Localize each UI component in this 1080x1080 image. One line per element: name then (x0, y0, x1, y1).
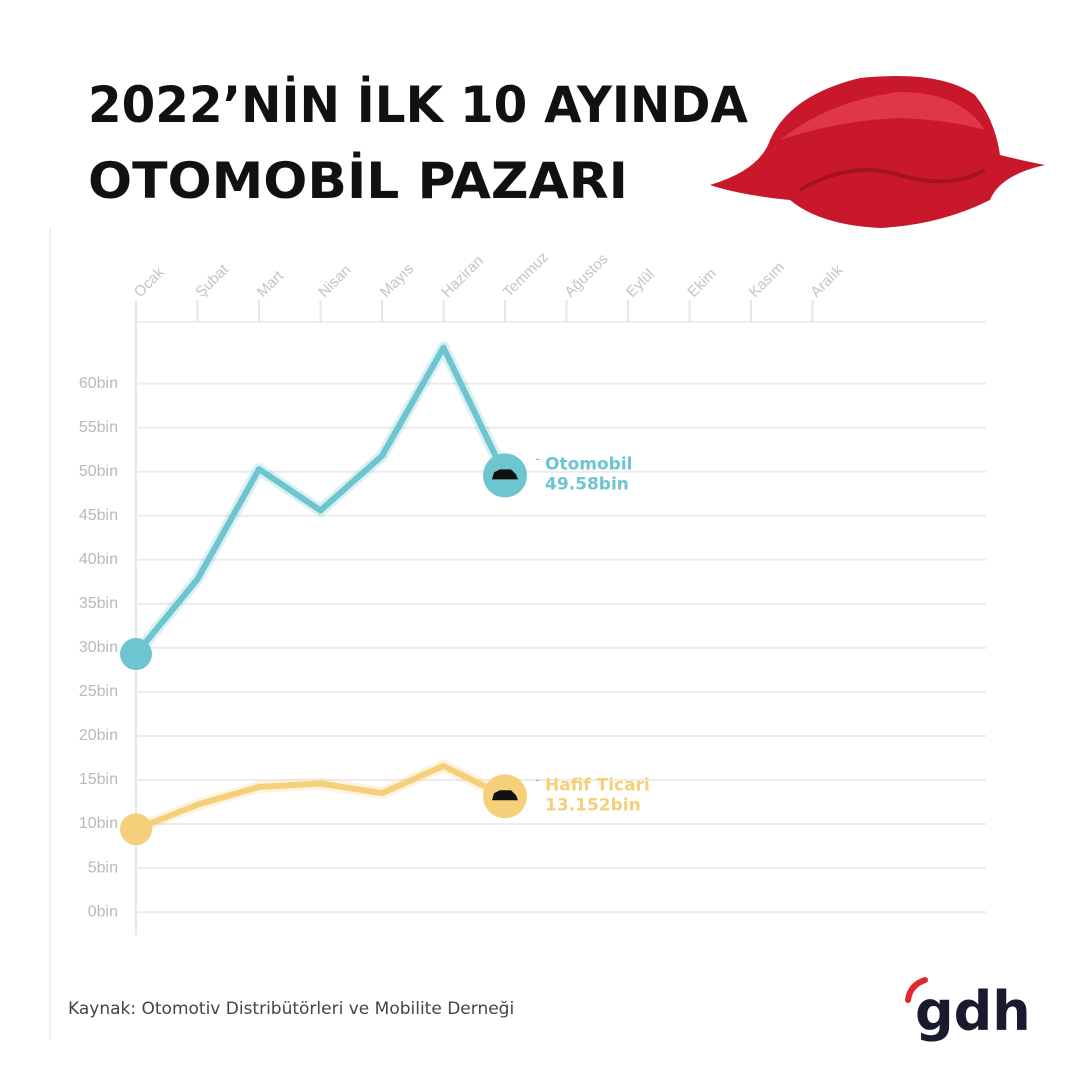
legend-label: Otomobil (545, 454, 632, 474)
y-tick-label: 10bin (79, 815, 118, 832)
y-tick-label: 35bin (79, 595, 118, 612)
y-tick-label: 60bin (79, 375, 118, 392)
y-tick-label: 0bin (88, 903, 118, 920)
vehicle-icon (492, 469, 518, 480)
start-point (120, 638, 152, 671)
y-tick-label: 5bin (88, 859, 118, 876)
series-line (133, 344, 508, 656)
y-tick-label: 25bin (79, 683, 118, 700)
y-tick-label: 15bin (79, 771, 118, 788)
y-tick-label: 45bin (79, 507, 118, 524)
legend-dash: - (535, 772, 540, 788)
y-tick-label: 55bin (79, 419, 118, 436)
data-label: 13.152bin (545, 795, 641, 815)
y-tick-label: 50bin (79, 463, 118, 480)
y-tick-label: 40bin (79, 551, 118, 568)
legend-label: Hafif Ticari (545, 775, 650, 795)
covered-car-illustration (710, 76, 1045, 228)
source-note: Kaynak: Otomotiv Distribütörleri ve Mobi… (68, 999, 514, 1019)
y-tick-label: 30bin (79, 639, 118, 656)
chart-title: OTOMOBİL PAZARI (88, 152, 628, 210)
chart-title: 2022’NİN İLK 10 AYINDA (88, 76, 748, 134)
logo-text: gdh (915, 980, 1031, 1043)
start-point (120, 813, 152, 846)
y-tick-label: 20bin (79, 727, 118, 744)
data-label: 49.58bin (545, 474, 629, 494)
series-line (134, 762, 507, 833)
logo: gdh (905, 977, 1031, 1043)
vehicle-icon (492, 790, 518, 801)
legend-dash: - (535, 451, 540, 467)
